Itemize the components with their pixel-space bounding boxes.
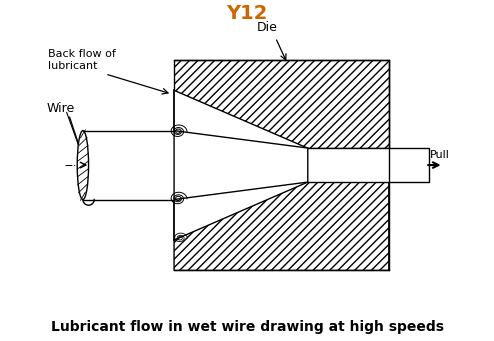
Polygon shape [174, 131, 308, 199]
Polygon shape [389, 148, 429, 182]
Polygon shape [308, 148, 389, 182]
Text: Back flow of
lubricant: Back flow of lubricant [48, 48, 116, 71]
Polygon shape [174, 60, 389, 148]
Polygon shape [83, 131, 174, 199]
Text: Pull: Pull [430, 150, 450, 160]
Text: Y12: Y12 [226, 4, 268, 23]
Text: Lubricant flow in wet wire drawing at high speeds: Lubricant flow in wet wire drawing at hi… [50, 320, 444, 334]
Text: Die: Die [257, 21, 278, 34]
Ellipse shape [77, 131, 88, 199]
Polygon shape [174, 182, 389, 270]
Text: Wire: Wire [46, 102, 75, 115]
